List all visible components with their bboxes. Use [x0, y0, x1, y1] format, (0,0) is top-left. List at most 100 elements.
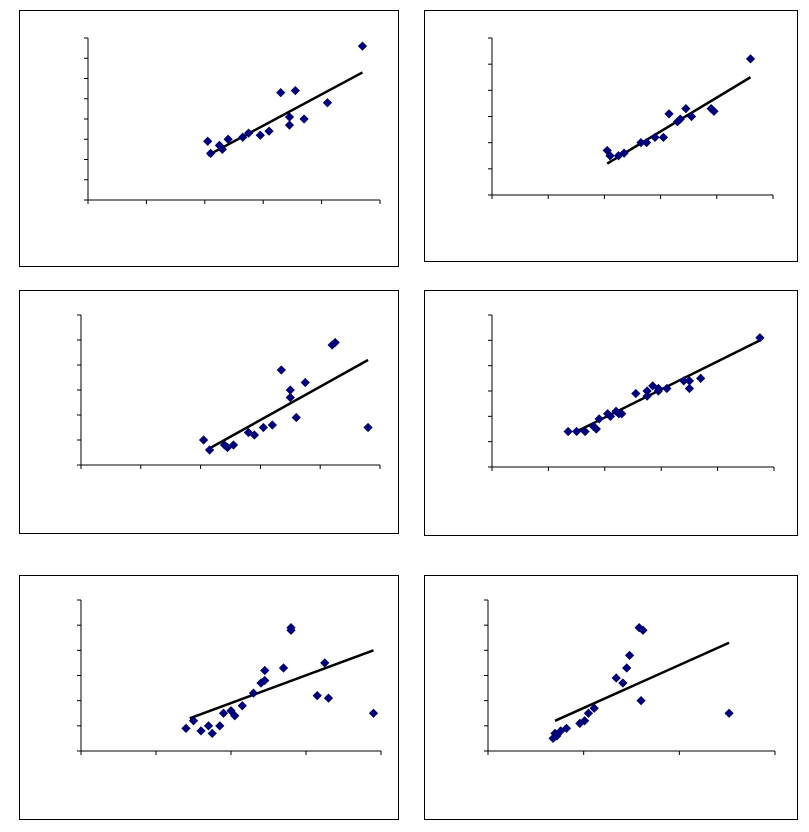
data-point — [291, 412, 301, 423]
data-point — [228, 440, 239, 450]
data-point — [745, 54, 756, 64]
scatter-chart-1 — [19, 10, 399, 267]
data-point — [258, 422, 269, 433]
data-point — [203, 721, 214, 731]
data-point — [636, 696, 646, 706]
data-point — [368, 708, 379, 718]
data-point — [561, 723, 572, 733]
chart-plot — [488, 37, 774, 199]
data-point — [724, 708, 734, 718]
data-point — [320, 658, 330, 668]
data-point — [196, 726, 206, 736]
data-point — [571, 426, 582, 437]
chart-plot — [488, 314, 775, 471]
data-point — [618, 678, 628, 688]
data-point — [591, 424, 601, 434]
data-point — [686, 111, 697, 122]
data-point — [198, 435, 209, 445]
data-point — [755, 333, 765, 343]
data-point — [276, 365, 286, 375]
data-point — [264, 126, 274, 136]
data-point — [658, 132, 669, 143]
data-point — [642, 391, 652, 401]
data-point — [284, 112, 295, 122]
data-point — [611, 673, 621, 683]
data-point — [662, 383, 672, 394]
data-point — [363, 422, 373, 433]
data-point — [181, 723, 191, 733]
data-point — [248, 688, 259, 698]
data-point — [357, 41, 368, 51]
data-point — [203, 136, 213, 146]
data-point — [215, 721, 225, 731]
data-point — [284, 120, 295, 130]
data-point — [617, 409, 627, 419]
data-point — [290, 86, 300, 96]
data-point — [696, 373, 706, 383]
data-point — [223, 134, 233, 144]
data-point — [619, 148, 629, 158]
data-point — [709, 106, 719, 116]
data-point — [641, 138, 652, 148]
data-point — [631, 388, 641, 399]
data-point — [206, 148, 216, 159]
data-point — [684, 383, 695, 394]
data-point — [249, 430, 260, 440]
data-point — [285, 385, 295, 395]
data-point — [624, 650, 635, 660]
trend-line — [207, 71, 364, 157]
data-point — [579, 716, 590, 726]
data-point — [286, 625, 296, 635]
data-point — [204, 445, 215, 455]
chart-plot — [77, 314, 381, 469]
data-point — [322, 98, 333, 108]
data-point — [299, 114, 309, 124]
data-point — [589, 703, 599, 713]
data-point — [207, 728, 217, 739]
scatter-chart-4 — [424, 290, 798, 536]
data-point — [278, 663, 289, 673]
scatter-chart-2 — [424, 10, 798, 262]
data-point — [267, 420, 277, 430]
data-point — [230, 711, 240, 721]
scatter-chart-6 — [424, 575, 798, 820]
data-point — [300, 377, 310, 388]
data-point — [622, 663, 632, 673]
scatter-chart-3 — [19, 290, 399, 534]
chart-plot — [484, 599, 776, 755]
data-point — [653, 383, 664, 394]
data-point — [243, 427, 254, 438]
data-point — [580, 426, 590, 437]
data-point — [260, 675, 270, 686]
data-point — [330, 337, 340, 348]
data-point — [218, 708, 229, 718]
data-point — [650, 132, 660, 143]
trend-line — [554, 641, 730, 722]
data-point — [675, 114, 685, 124]
data-point — [217, 144, 227, 154]
chart-plot — [77, 599, 382, 755]
data-point — [563, 426, 573, 437]
scatter-chart-5 — [19, 575, 399, 820]
data-point — [594, 414, 604, 424]
data-point — [188, 716, 199, 726]
data-point — [684, 376, 695, 386]
data-point — [552, 731, 562, 741]
data-point — [681, 104, 691, 114]
data-point — [605, 411, 616, 421]
data-point — [260, 665, 270, 676]
data-point — [583, 708, 594, 718]
data-point — [238, 132, 248, 142]
chart-plot — [84, 37, 381, 204]
data-point — [276, 88, 286, 98]
data-point — [664, 109, 674, 119]
data-point — [255, 130, 265, 140]
data-point — [312, 691, 322, 701]
data-point — [237, 701, 247, 711]
data-point — [638, 625, 648, 635]
data-point — [243, 128, 254, 138]
data-point — [285, 392, 295, 403]
data-point — [605, 151, 615, 161]
trend-line — [189, 649, 374, 720]
trend-line — [205, 358, 369, 452]
